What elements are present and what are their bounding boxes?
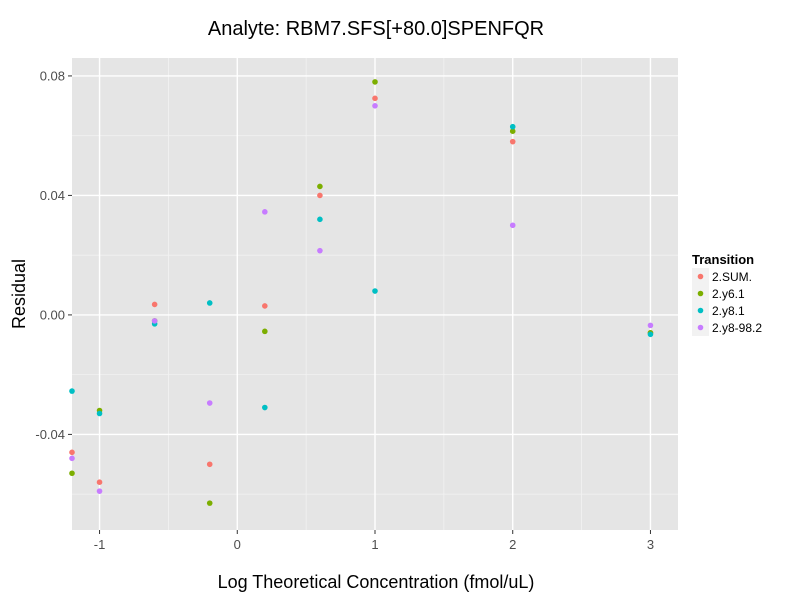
legend-marker [697, 324, 704, 331]
series-2 [69, 123, 654, 417]
legend-marker [697, 307, 704, 314]
y-tick-label: 0.08 [40, 68, 65, 83]
data-point [151, 318, 158, 324]
data-point [372, 102, 378, 109]
legend-marker [697, 290, 704, 297]
x-axis-label: Log Theoretical Concentration (fmol/uL) [218, 572, 535, 592]
data-point [262, 209, 268, 215]
legend-item: 2.y8-98.2 [692, 319, 762, 336]
data-point [69, 455, 75, 462]
data-point [509, 123, 516, 130]
series-3 [69, 102, 654, 494]
y-tick-label: 0.04 [40, 188, 65, 203]
data-point [206, 461, 213, 468]
x-tick-label: 0 [234, 537, 241, 552]
data-point [372, 95, 378, 102]
data-point [96, 410, 103, 417]
data-point [262, 303, 268, 309]
data-points [69, 79, 654, 506]
data-point [509, 138, 516, 145]
data-point [372, 288, 378, 294]
data-point [317, 192, 323, 199]
data-point [317, 216, 323, 223]
data-point [262, 328, 268, 335]
legend-item: 2.y6.1 [692, 285, 745, 302]
data-point [96, 479, 103, 486]
data-point [372, 79, 378, 85]
data-point [509, 128, 516, 134]
y-tick-label: -0.04 [35, 427, 65, 442]
legend-item: 2.y8.1 [692, 302, 745, 319]
legend-label: 2.y6.1 [712, 287, 745, 301]
data-point [69, 449, 75, 456]
y-tick-label: 0.00 [40, 307, 65, 322]
data-point [509, 222, 516, 229]
x-axis: -1 0 1 2 3 [94, 530, 654, 552]
x-tick-label: 3 [647, 537, 654, 552]
data-point [69, 388, 75, 394]
legend: Transition 2.SUM. 2.y6.1 2.y8.1 2.y8-98.2 [692, 252, 762, 336]
y-axis: -0.04 0.00 0.04 0.08 [35, 68, 72, 442]
x-tick-label: -1 [94, 537, 106, 552]
data-point [317, 247, 323, 254]
legend-marker [697, 273, 704, 280]
data-point [151, 301, 158, 308]
legend-title: Transition [692, 252, 754, 267]
x-tick-label: 1 [371, 537, 378, 552]
data-point [647, 331, 654, 338]
legend-item: 2.SUM. [692, 268, 752, 285]
data-point [317, 183, 323, 190]
legend-label: 2.SUM. [712, 270, 752, 284]
data-point [69, 470, 75, 477]
legend-label: 2.y8-98.2 [712, 321, 762, 335]
data-point [96, 488, 103, 494]
data-point [647, 322, 654, 329]
chart-title: Analyte: RBM7.SFS[+80.0]SPENFQR [208, 18, 544, 40]
legend-label: 2.y8.1 [712, 304, 745, 318]
data-point [262, 404, 268, 411]
y-axis-label: Residual [9, 259, 29, 329]
grid-major [72, 58, 678, 530]
data-point [206, 400, 213, 406]
data-point [206, 500, 213, 506]
data-point [206, 300, 213, 306]
x-tick-label: 2 [509, 537, 516, 552]
